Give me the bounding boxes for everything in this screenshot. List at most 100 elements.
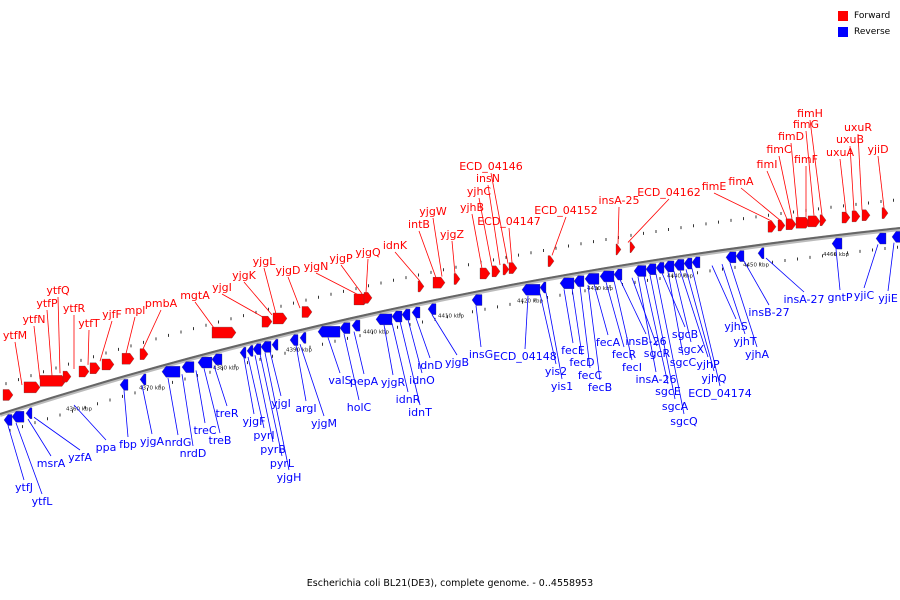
reverse-gene-feature (401, 308, 411, 321)
reverse-gene-feature (521, 284, 541, 296)
forward-gene-feature (39, 375, 67, 387)
reverse-gene-feature (197, 356, 213, 369)
reverse-gene-feature (471, 294, 483, 306)
reverse-leader-line (649, 274, 676, 400)
reverse-gene-feature (239, 347, 247, 359)
forward-leader-line (221, 293, 264, 318)
reverse-leader-line (295, 345, 307, 402)
reverse-gene-feature (891, 231, 900, 243)
forward-leader-line (809, 119, 823, 215)
reverse-gene-label: yjgR (381, 376, 406, 389)
reverse-leader-line (73, 404, 107, 441)
reverse-leader-line (593, 283, 609, 336)
forward-gene-label: yjgD (275, 264, 300, 277)
reverse-gene-label: yjgM (311, 417, 337, 430)
reverse-gene-feature (3, 414, 13, 426)
reverse-leader-line (721, 263, 746, 335)
reverse-leader-line (729, 262, 758, 348)
forward-gene-feature (777, 219, 786, 232)
forward-gene-feature (508, 262, 518, 274)
tick-label: 4420 kbp (517, 298, 543, 304)
forward-gene-label: mgtA (180, 289, 210, 302)
reverse-leader-line (475, 305, 482, 348)
reverse-gene-feature (725, 251, 737, 263)
forward-gene-feature (819, 214, 827, 226)
reverse-leader-line (655, 273, 685, 415)
reverse-leader-line (539, 293, 557, 365)
forward-gene-feature (78, 365, 90, 378)
forward-leader-line (46, 309, 53, 376)
reverse-gene-label: ppa (96, 441, 117, 454)
reverse-leader-line (563, 289, 574, 344)
forward-leader-line (740, 187, 781, 221)
reverse-gene-feature (351, 319, 361, 332)
forward-gene-label: fimF (794, 153, 818, 166)
reverse-gene-label: fecD (569, 356, 594, 369)
reverse-leader-line (673, 271, 692, 343)
reverse-leader-line (203, 368, 221, 434)
reverse-leader-line (685, 269, 715, 372)
reverse-gene-label: ECD_04174 (688, 387, 752, 400)
reverse-gene-feature (211, 353, 223, 366)
gene-features (2, 207, 900, 426)
tick-label: 4410 kbp (438, 314, 464, 320)
reverse-gene-label: sgcC (670, 356, 697, 369)
forward-gene-label: yjgQ (355, 246, 381, 259)
reverse-leader-line (167, 377, 179, 436)
forward-leader-line (33, 325, 41, 380)
reverse-gene-feature (757, 247, 765, 259)
forward-leader-line (877, 155, 885, 208)
reverse-gene-label: yjgB (445, 356, 469, 369)
forward-gene-label: fimH (797, 107, 823, 120)
forward-gene-feature (301, 306, 313, 318)
reverse-gene-feature (260, 341, 272, 353)
reverse-leader-line (613, 280, 633, 361)
forward-leader-line (551, 216, 567, 256)
forward-gene-feature (615, 243, 622, 256)
forward-leader-line (263, 267, 277, 315)
forward-gene-feature (767, 221, 777, 233)
reverse-gene-feature (559, 277, 575, 289)
forward-gene-label: fimI (757, 158, 778, 171)
reverse-leader-line (587, 285, 601, 381)
forward-gene-label: yjhC (467, 185, 492, 198)
reverse-gene-feature (613, 268, 623, 281)
reverse-gene-label: argI (295, 402, 316, 415)
forward-gene-label: idnK (383, 239, 408, 252)
forward-leader-line (490, 172, 509, 264)
forward-leader-line (315, 272, 359, 295)
forward-leader-line (508, 227, 513, 263)
reverse-leader-line (407, 319, 423, 374)
reverse-gene-feature (735, 250, 745, 262)
reverse-gene-feature (645, 263, 657, 275)
reverse-gene-feature (655, 262, 665, 274)
forward-gene-feature (502, 263, 510, 276)
tick-label: 4440 kbp (667, 273, 693, 279)
reverse-gene-feature (633, 265, 647, 277)
reverse-gene-label: yis1 (551, 380, 573, 393)
forward-gene-label: fimD (778, 130, 804, 143)
forward-gene-label: uxuR (844, 121, 872, 134)
forward-gene-feature (89, 362, 101, 374)
forward-gene-label: yjhB (460, 201, 484, 214)
reverse-gene-label: holC (347, 401, 372, 414)
genome-backbone (0, 227, 900, 415)
reverse-gene-label: valS (328, 374, 351, 387)
forward-gene-label: pmbA (145, 297, 178, 310)
tick-label: 4430 kbp (587, 286, 613, 292)
reverse-gene-label: idnT (408, 406, 432, 419)
forward-leader-line (142, 309, 162, 350)
reverse-gene-label: pyrB (260, 443, 286, 456)
forward-gene-label: ytfR (63, 302, 86, 315)
reverse-gene-feature (683, 257, 693, 270)
reverse-gene-feature (317, 326, 341, 338)
forward-gene-label: mpl (125, 304, 146, 317)
legend-item-reverse: Reverse (838, 25, 890, 38)
forward-gene-feature (861, 209, 871, 221)
reverse-leader-line (7, 425, 25, 481)
forward-gene-feature (547, 255, 555, 267)
reverse-leader-line (835, 249, 841, 291)
forward-gene-label: fimG (793, 118, 819, 131)
forward-gene-feature (629, 241, 636, 253)
